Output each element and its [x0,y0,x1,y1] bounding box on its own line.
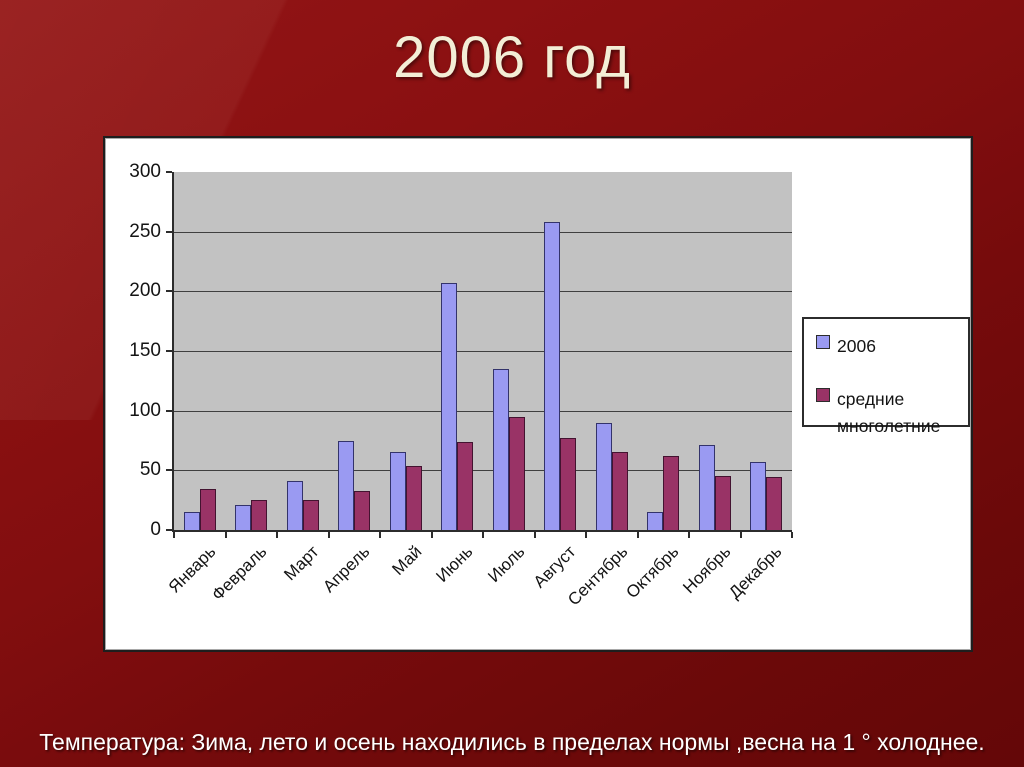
bar-средние многолетние-Октябрь [663,456,680,530]
x-tick-9 [636,532,639,538]
x-tick-8 [585,532,587,538]
bar-средние многолетние-Апрель [354,490,371,530]
caption-row: Температура: Зима, лето и осень находили… [0,726,1024,759]
y-tick-label-0: 0 [150,519,161,540]
legend-label: средние многолетние [837,389,941,437]
y-tick-label-100: 100 [129,399,161,421]
y-tick-label-150: 150 [129,340,161,361]
legend-swatch-icon [816,388,830,403]
y-tick-150 [166,350,172,352]
y-tick-label-300: 300 [129,161,161,182]
bar-2006-Июнь [441,282,458,530]
x-axis-line [172,530,792,532]
x-tick-4 [379,532,381,538]
bar-2006-Апрель [338,440,355,530]
bar-средние многолетние-Май [405,465,422,530]
bar-2006-Август [544,222,561,530]
legend-entry-0: 2006 [816,333,958,360]
x-tick-3 [327,532,330,538]
bar-2006-Июль [492,368,509,530]
x-tick-0 [173,532,175,538]
x-tick-10 [688,532,690,538]
bar-средние многолетние-Декабрь [766,477,783,530]
bar-средние многолетние-Март [302,500,319,530]
bar-средние многолетние-Июль [508,416,525,530]
bar-средние многолетние-Июнь [457,441,474,530]
gridline-250 [174,231,792,233]
bar-2006-Сентябрь [595,422,612,530]
x-tick-6 [482,532,484,538]
bar-2006-Октябрь [647,512,664,530]
plot-area [174,172,792,530]
y-tick-0 [166,529,172,531]
y-tick-100 [166,409,172,412]
y-axis-line [172,172,174,532]
bar-2006-Март [286,481,303,530]
chart: 0 50 100 150 200 250 300 Январь Февраль Март Апре… [103,136,973,652]
x-tick-2 [276,532,278,538]
y-tick-200 [166,290,172,293]
legend-entry-1: средние многолетние [816,386,958,440]
bar-2006-Январь [183,512,200,530]
bar-2006-Декабрь [750,461,767,530]
gridline-200 [174,291,792,293]
x-tick-12 [791,532,793,538]
legend-swatch-icon [816,335,830,349]
gridline-150 [174,351,792,352]
legend-label: 2006 [837,336,876,356]
x-tick-11 [739,532,742,538]
y-tick-label-250: 250 [129,220,161,242]
bar-средние многолетние-Август [560,438,577,530]
bar-средние многолетние-Январь [199,489,216,530]
y-tick-label-200: 200 [129,280,161,302]
x-tick-1 [224,532,227,538]
caption-text: Температура: Зима, лето и осень находили… [39,728,985,755]
bar-средние многолетние-Сентябрь [611,452,628,530]
bar-2006-Февраль [235,504,252,530]
slide-title: 2006 год [393,25,631,90]
x-tick-5 [430,532,433,538]
gridline-50 [174,470,792,472]
x-tick-7 [533,532,536,538]
y-tick-300 [166,171,172,173]
y-tick-250 [166,230,172,233]
bar-средние многолетние-Февраль [251,500,268,530]
gridline-100 [174,410,792,412]
chart-legend: 2006 средние многолетние [802,317,970,436]
y-tick-label-50: 50 [139,459,161,481]
bar-средние многолетние-Ноябрь [714,476,731,530]
bar-2006-Ноябрь [698,445,715,530]
y-tick-50 [166,469,172,472]
bar-2006-Май [389,452,406,530]
